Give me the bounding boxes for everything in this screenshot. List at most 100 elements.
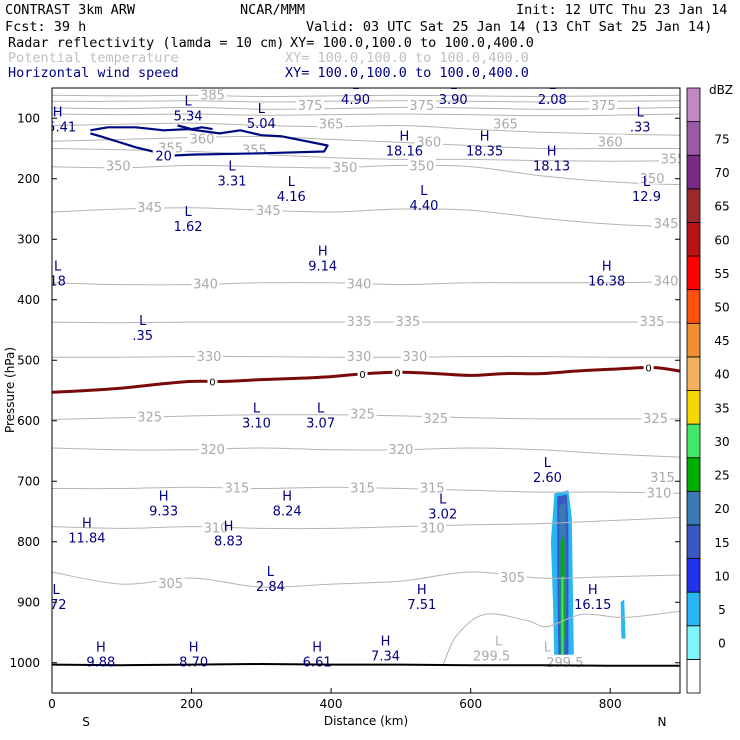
theta-label-bg-40 (645, 485, 674, 499)
extremum-marker-19: L (253, 402, 261, 417)
theta-label-bg-27 (400, 349, 429, 363)
extremum-marker-22: H (159, 489, 169, 504)
theta-label-34: 315 (224, 482, 249, 497)
theta-label-0: 385 (200, 88, 225, 103)
extremum-value-17: 18 (49, 275, 66, 290)
theta-label-17: 345 (256, 204, 281, 219)
theta-label-bg-15 (638, 170, 667, 184)
extremum-value-27: 2.84 (256, 580, 285, 595)
extremum-marker-28: L (53, 583, 61, 598)
extremum-value-10: 3.31 (218, 175, 247, 190)
colorbar-tick-label-10: 10 (714, 569, 729, 583)
extremum-value-3: 3.90 (439, 93, 468, 108)
extremum-marker-14: L (643, 175, 651, 190)
colorbar-bin-13 (686, 222, 701, 257)
theta-label-bg-3 (589, 98, 618, 112)
theta-label-20: 340 (347, 278, 372, 293)
extremum-marker-0: L (184, 94, 192, 109)
theta-label-23: 335 (395, 315, 420, 330)
extremum-marker-31: H (96, 641, 106, 656)
theta-label-bg-32 (198, 441, 227, 455)
y-tick-label-1000: 1000 (9, 656, 40, 670)
theta-label-36: 315 (420, 482, 445, 497)
extremum-marker-33: H (312, 641, 322, 656)
field-name-wind: Horizontal wind speed (8, 65, 179, 81)
theta-label-bg-18 (652, 216, 680, 230)
theta-contour-380 (52, 100, 680, 103)
y-tick-label-400: 400 (17, 293, 40, 307)
theta-label-bg-6 (188, 131, 217, 145)
theta-contour-310 (52, 517, 680, 530)
extremum-value-16: 16.38 (588, 275, 625, 290)
theta-label-bg-0 (198, 88, 227, 101)
y-axis-title: Pressure (hPa) (3, 347, 17, 433)
extremum-value-24: 3.02 (428, 507, 457, 522)
valid-time: Valid: 03 UTC Sat 25 Jan 14 (13 ChT Sat … (306, 19, 713, 35)
theta-label-41: 305 (158, 577, 183, 592)
extremum-value-1: 5.04 (247, 117, 276, 132)
forecast-hour: Fcst: 39 h (5, 19, 87, 35)
colorbar-tick-label-40: 40 (714, 368, 729, 382)
theta-label-15: 350 (640, 172, 665, 187)
theta-label-11: 355 (661, 152, 686, 167)
theta-label-bg-13 (331, 159, 360, 173)
theta-label-29: 325 (350, 408, 375, 423)
extremum-marker-13: L (420, 184, 428, 199)
extremum-value-31: 9.88 (86, 656, 115, 671)
theta-contour-360 (52, 135, 680, 150)
theta-label-bg-25 (195, 349, 223, 363)
extremum-value-28: .72 (46, 598, 67, 613)
extremum-marker-25: H (82, 517, 92, 532)
extremum-value-18: .35 (132, 329, 153, 344)
extremum-value-33: 6.61 (303, 656, 332, 671)
extremum-marker-21: L (544, 456, 552, 471)
extremum-value-2: 4.90 (341, 93, 370, 108)
extremum-value-7: 18.16 (386, 144, 423, 159)
extremum-value-8: 18.35 (466, 144, 503, 159)
theta-label-14: 350 (409, 160, 434, 175)
extremum-marker-9: H (547, 145, 557, 160)
colorbar-tick-label-70: 70 (714, 166, 729, 180)
wind-contour-label-0: 20 (155, 149, 172, 164)
theta-label-bg-22 (345, 314, 374, 328)
theta-contour-375 (52, 106, 680, 110)
theta-label-27: 330 (402, 350, 427, 365)
theta-label-4: 365 (319, 117, 344, 132)
wind-contour-layer: 20 (90, 124, 329, 164)
extremum-value-13: 4.40 (409, 199, 438, 214)
theta-label-bg-39 (418, 520, 447, 534)
theta-contour-350 (52, 164, 680, 186)
extremum-marker-32: H (189, 641, 199, 656)
wind-contour-1 (177, 124, 213, 131)
x-end-label-north: N (658, 715, 667, 729)
theta-contour-385 (52, 94, 680, 98)
zero-label-0: 0 (209, 377, 215, 388)
extremum-value-6: 25.41 (39, 120, 76, 135)
theta-label-10: 355 (242, 143, 267, 158)
colorbar-tick-label-5: 5 (718, 603, 726, 617)
extremum-value-15: 9.14 (308, 259, 337, 274)
colorbar-tick-label-50: 50 (714, 300, 729, 314)
theta-label-bg-24 (638, 314, 667, 328)
colorbar-tick-label-15: 15 (714, 536, 729, 550)
theta-label-6: 360 (190, 132, 215, 147)
extremum-marker-36: L (544, 641, 552, 656)
theta-label-bg-10 (240, 142, 269, 156)
wind-contour-0 (90, 126, 329, 158)
extremum-marker-8: H (480, 129, 490, 144)
y-tick-label-100: 100 (17, 111, 40, 125)
colorbar-bin-1 (686, 625, 701, 660)
colorbar-tick-label-35: 35 (714, 401, 729, 415)
extremum-marker-15: H (318, 244, 328, 259)
theta-label-32: 320 (200, 443, 225, 458)
theta-label-24: 335 (640, 315, 665, 330)
y-tick-label-300: 300 (17, 232, 40, 246)
extremum-value-0: 5.34 (174, 109, 203, 124)
extremum-value-14: 12.9 (632, 190, 661, 205)
theta-label-bg-7 (414, 134, 443, 148)
colorbar-bin-3 (686, 558, 701, 593)
x-axis-title: Distance (km) (324, 714, 408, 728)
theta-label-8: 360 (598, 135, 623, 150)
extremum-value-30: 16.15 (574, 598, 611, 613)
